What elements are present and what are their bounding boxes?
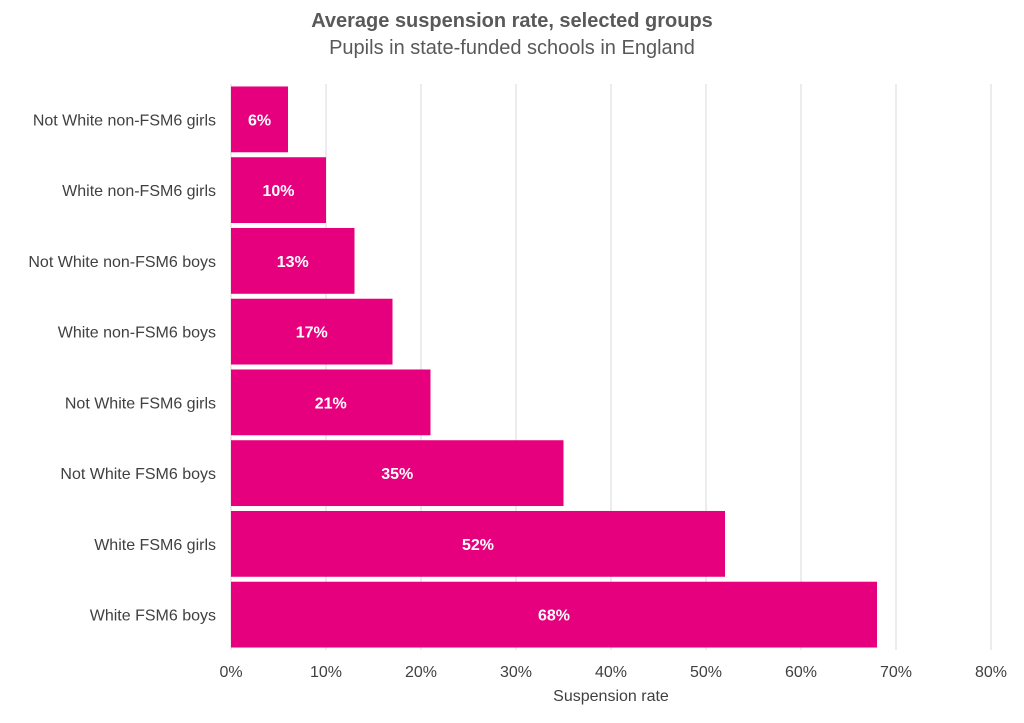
bar xyxy=(231,510,725,577)
category-label: Not White FSM6 girls xyxy=(65,395,216,412)
category-label: Not White FSM6 boys xyxy=(60,466,216,483)
x-tick-label: 30% xyxy=(500,664,532,681)
data-label: 10% xyxy=(262,183,294,200)
x-axis-ticks: 0% 10% 20% 30% 40% 50% 60% 70% 80% xyxy=(219,664,1007,681)
x-tick-label: 50% xyxy=(690,664,722,681)
bar xyxy=(231,298,393,365)
x-tick-label: 70% xyxy=(880,664,912,681)
chart-title-block: Average suspension rate, selected groups… xyxy=(0,8,1024,61)
category-label: White non-FSM6 girls xyxy=(62,183,216,200)
category-label: White non-FSM6 boys xyxy=(58,325,216,342)
bar xyxy=(231,157,326,224)
x-tick-label: 80% xyxy=(975,664,1007,681)
bars: 6% 10% 13% 17% 21% 35% 52% 68% xyxy=(231,86,877,648)
x-tick-label: 10% xyxy=(310,664,342,681)
x-tick-label: 20% xyxy=(405,664,437,681)
data-label: 35% xyxy=(381,466,413,483)
bar xyxy=(231,86,288,153)
category-label: White FSM6 girls xyxy=(94,537,216,554)
data-label: 13% xyxy=(277,254,309,271)
bar xyxy=(231,581,877,648)
x-axis-title: Suspension rate xyxy=(553,688,669,705)
bar xyxy=(231,369,431,436)
category-label: White FSM6 boys xyxy=(90,608,216,625)
x-tick-label: 60% xyxy=(785,664,817,681)
chart-title: Average suspension rate, selected groups xyxy=(311,10,713,32)
category-labels: Not White non-FSM6 girls White non-FSM6 g… xyxy=(28,112,216,624)
data-label: 68% xyxy=(538,608,570,625)
data-label: 17% xyxy=(296,325,328,342)
category-label: Not White non-FSM6 boys xyxy=(28,254,216,271)
x-tick-label: 40% xyxy=(595,664,627,681)
data-label: 21% xyxy=(315,395,347,412)
bar xyxy=(231,227,355,294)
data-label: 6% xyxy=(248,112,271,129)
x-tick-label: 0% xyxy=(219,664,242,681)
category-label: Not White non-FSM6 girls xyxy=(33,112,216,129)
bar xyxy=(231,440,564,507)
data-label: 52% xyxy=(462,537,494,554)
chart-subtitle: Pupils in state-funded schools in Englan… xyxy=(329,37,695,59)
